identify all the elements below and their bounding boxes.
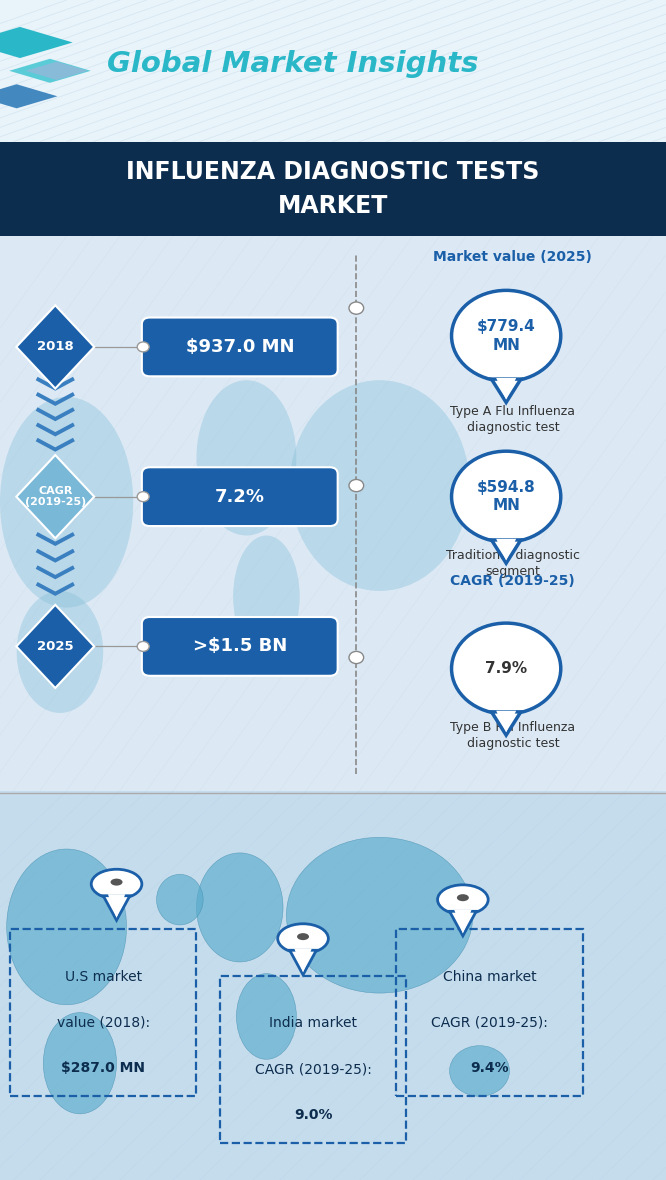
- Text: CAGR (2019-25):: CAGR (2019-25):: [254, 1062, 372, 1076]
- Text: 2018: 2018: [37, 340, 74, 354]
- Text: $594.8
MN: $594.8 MN: [477, 480, 535, 513]
- FancyBboxPatch shape: [0, 142, 666, 236]
- Text: CAGR
(2019-25): CAGR (2019-25): [25, 486, 86, 507]
- Text: $779.4
MN: $779.4 MN: [477, 319, 535, 353]
- Circle shape: [438, 885, 488, 914]
- Circle shape: [91, 870, 142, 899]
- Polygon shape: [492, 712, 521, 735]
- Text: China market: China market: [443, 970, 536, 984]
- FancyBboxPatch shape: [0, 791, 666, 1180]
- Ellipse shape: [290, 380, 470, 591]
- Ellipse shape: [236, 974, 296, 1060]
- Circle shape: [452, 451, 561, 542]
- Text: 2025: 2025: [37, 640, 73, 653]
- Circle shape: [349, 651, 364, 663]
- Polygon shape: [492, 379, 521, 402]
- FancyBboxPatch shape: [0, 0, 666, 142]
- FancyBboxPatch shape: [142, 617, 338, 676]
- Polygon shape: [290, 950, 316, 975]
- Ellipse shape: [7, 850, 127, 1004]
- Ellipse shape: [286, 838, 473, 994]
- Polygon shape: [450, 911, 476, 936]
- Text: Traditional diagnostic
segment: Traditional diagnostic segment: [446, 550, 580, 578]
- Circle shape: [137, 342, 149, 352]
- Text: CAGR (2019-25): CAGR (2019-25): [450, 575, 575, 589]
- Polygon shape: [0, 84, 57, 109]
- Text: >$1.5 BN: >$1.5 BN: [192, 637, 287, 655]
- Text: 7.9%: 7.9%: [485, 661, 527, 676]
- Ellipse shape: [450, 1045, 509, 1096]
- Text: Market value (2025): Market value (2025): [434, 250, 592, 264]
- Text: value (2018):: value (2018):: [57, 1015, 150, 1029]
- Ellipse shape: [233, 536, 300, 657]
- Ellipse shape: [43, 1012, 117, 1114]
- Text: U.S market: U.S market: [65, 970, 142, 984]
- Polygon shape: [103, 896, 130, 920]
- FancyBboxPatch shape: [142, 317, 338, 376]
- Text: INFLUENZA DIAGNOSTIC TESTS
MARKET: INFLUENZA DIAGNOSTIC TESTS MARKET: [127, 160, 539, 217]
- Text: Type A Flu Influenza
diagnostic test: Type A Flu Influenza diagnostic test: [450, 405, 575, 434]
- Text: $287.0 MN: $287.0 MN: [61, 1061, 145, 1075]
- Circle shape: [137, 492, 149, 502]
- Text: 9.4%: 9.4%: [470, 1061, 509, 1075]
- Circle shape: [297, 933, 309, 940]
- Ellipse shape: [17, 591, 103, 713]
- Polygon shape: [496, 539, 516, 560]
- Circle shape: [278, 924, 328, 953]
- Text: India market: India market: [269, 1016, 357, 1030]
- Circle shape: [349, 302, 364, 314]
- Text: Type B Flu Influenza
diagnostic test: Type B Flu Influenza diagnostic test: [450, 721, 575, 750]
- Text: 9.0%: 9.0%: [294, 1108, 332, 1122]
- Ellipse shape: [453, 632, 519, 704]
- Text: 7.2%: 7.2%: [214, 487, 265, 506]
- Circle shape: [111, 879, 123, 886]
- FancyBboxPatch shape: [142, 467, 338, 526]
- Ellipse shape: [157, 874, 203, 925]
- Text: $937.0 MN: $937.0 MN: [186, 337, 294, 356]
- Text: CAGR (2019-25):: CAGR (2019-25):: [431, 1015, 548, 1029]
- Ellipse shape: [196, 853, 283, 962]
- Text: Global Market Insights: Global Market Insights: [107, 50, 478, 78]
- Polygon shape: [454, 910, 472, 933]
- Polygon shape: [17, 306, 95, 388]
- Polygon shape: [17, 455, 95, 538]
- Circle shape: [137, 642, 149, 651]
- Circle shape: [452, 623, 561, 714]
- Ellipse shape: [0, 396, 133, 608]
- FancyBboxPatch shape: [0, 236, 666, 791]
- Circle shape: [457, 894, 469, 902]
- Polygon shape: [496, 378, 516, 400]
- Polygon shape: [9, 59, 91, 83]
- Circle shape: [349, 479, 364, 492]
- Polygon shape: [294, 949, 312, 972]
- Polygon shape: [0, 27, 73, 58]
- Polygon shape: [496, 710, 516, 733]
- Polygon shape: [108, 894, 125, 918]
- Polygon shape: [25, 61, 88, 80]
- Ellipse shape: [196, 380, 296, 536]
- Polygon shape: [492, 540, 521, 563]
- Circle shape: [452, 290, 561, 381]
- Polygon shape: [17, 605, 95, 688]
